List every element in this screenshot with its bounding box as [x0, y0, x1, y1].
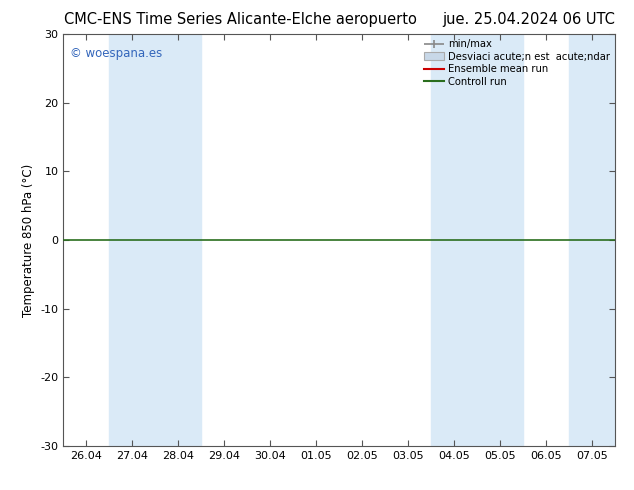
Text: © woespana.es: © woespana.es: [70, 47, 162, 60]
Bar: [431, 34, 523, 446]
Bar: [110, 34, 202, 446]
Text: CMC-ENS Time Series Alicante-Elche aeropuerto: CMC-ENS Time Series Alicante-Elche aerop…: [65, 12, 417, 27]
Text: jue. 25.04.2024 06 UTC: jue. 25.04.2024 06 UTC: [442, 12, 615, 27]
Legend: min/max, Desviaci acute;n est  acute;ndar, Ensemble mean run, Controll run: min/max, Desviaci acute;n est acute;ndar…: [422, 37, 612, 89]
Bar: [569, 34, 615, 446]
Y-axis label: Temperature 850 hPa (°C): Temperature 850 hPa (°C): [22, 164, 35, 317]
